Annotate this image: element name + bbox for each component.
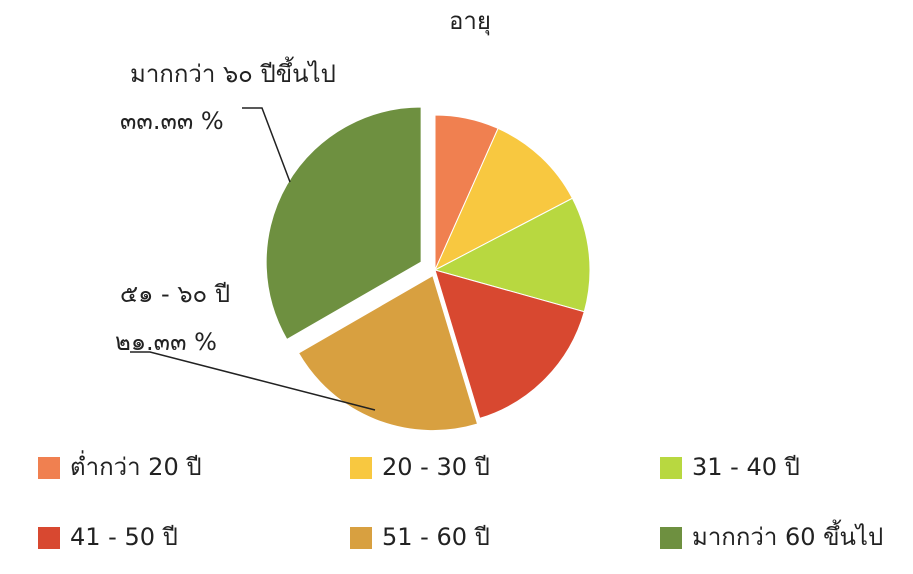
pie-slice	[434, 269, 585, 420]
chart-title: อายุ	[449, 7, 491, 36]
legend-label: 31 - 40 ปี	[692, 453, 800, 481]
leader-line	[130, 351, 376, 411]
slice-label: ๕๑ - ๖๐ ปี	[120, 280, 230, 308]
legend-label: 51 - 60 ปี	[382, 523, 490, 551]
pie-slice	[265, 106, 422, 341]
legend-label: ต่ำกว่า 20 ปี	[70, 450, 202, 481]
legend-label: 20 - 30 ปี	[382, 453, 490, 481]
legend-swatch	[660, 457, 682, 479]
pie-slice	[433, 197, 591, 313]
leader-line	[242, 107, 291, 183]
legend-swatch	[38, 527, 60, 549]
legend-swatch	[350, 457, 372, 479]
legend-swatch	[350, 527, 372, 549]
legend-label: มากกว่า 60 ขึ้นไป	[692, 519, 883, 551]
pie-slice	[297, 274, 479, 432]
legend-swatch	[38, 457, 60, 479]
slice-label: มากกว่า ๖๐ ปีขึ้นไป	[130, 56, 336, 88]
legend-swatch	[660, 527, 682, 549]
pie-slice	[433, 127, 574, 272]
data-label: ๓๓.๓๓ %	[120, 107, 224, 135]
legend-label: 41 - 50 ปี	[70, 523, 178, 551]
